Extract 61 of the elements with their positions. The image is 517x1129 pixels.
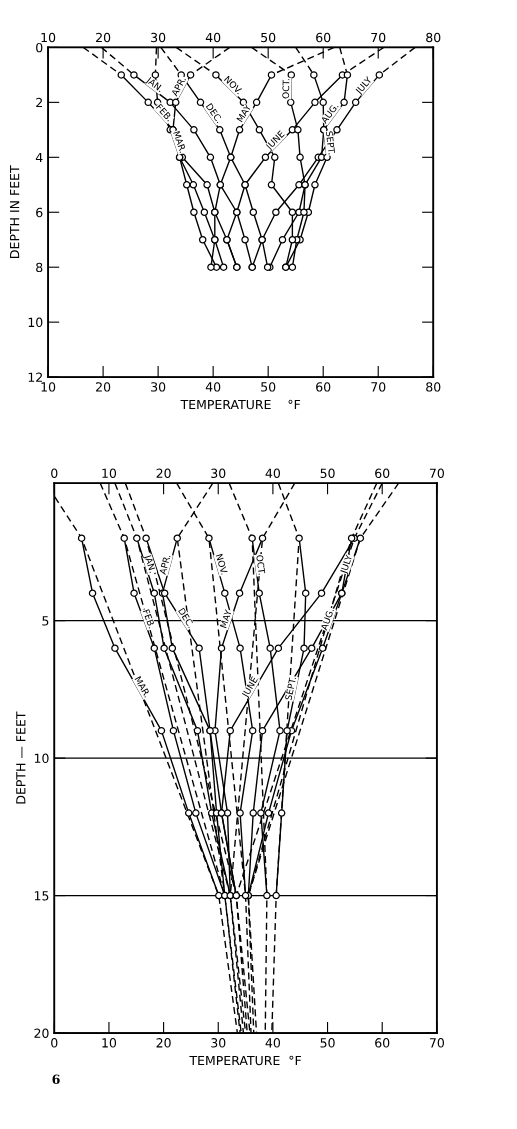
- y-axis-title: DEPTH — FEET: [16, 711, 26, 804]
- text: OCT.: [282, 79, 290, 99]
- text: SEPT.: [284, 676, 297, 701]
- x2-tick-label: 0: [51, 468, 58, 479]
- y-axis-title: DEPTH IN FEET: [10, 165, 20, 258]
- x2-tick-label: 20: [156, 468, 171, 479]
- text: MAR.: [134, 676, 151, 698]
- x-tick-label: 0: [51, 1038, 58, 1048]
- x-tick-label: 20: [156, 1038, 171, 1048]
- x2-tick-label: 50: [261, 32, 276, 43]
- x-tick-label: 30: [151, 382, 166, 392]
- text: APR.: [159, 554, 171, 575]
- y-tick-label: 10: [34, 753, 49, 764]
- x-tick-label: 50: [261, 382, 276, 392]
- y-tick-label: 8: [36, 262, 43, 273]
- text: APR.: [170, 76, 186, 97]
- text: FEB.: [142, 609, 156, 629]
- text: MAY: [219, 609, 232, 629]
- x-tick-label: 50: [320, 1038, 335, 1048]
- x2-tick-label: 30: [151, 32, 166, 43]
- y-tick-label: 4: [35, 152, 43, 163]
- x2-tick-label: 80: [426, 32, 441, 43]
- y-tick-label: 0: [36, 42, 43, 53]
- x-tick-label: 30: [211, 1038, 226, 1048]
- x-tick-label: 80: [426, 382, 441, 392]
- y-tick-label: 6: [36, 207, 43, 218]
- x2-tick-label: 50: [320, 468, 335, 479]
- text: AUG.: [320, 608, 334, 631]
- x-axis-title: TEMPERATURE °F: [189, 1055, 301, 1066]
- x2-tick-label: 20: [96, 32, 111, 43]
- y-tick-label: 5: [42, 616, 49, 626]
- text: JAN.: [142, 553, 157, 574]
- text: MAR.: [173, 130, 187, 153]
- x2-tick-label: 30: [211, 468, 226, 479]
- text: 6: [52, 1074, 60, 1085]
- x-tick-label: 60: [375, 1038, 390, 1048]
- x2-tick-label: 70: [371, 32, 386, 43]
- text: NOV.: [215, 553, 228, 575]
- x-tick-label: 40: [265, 1038, 281, 1048]
- x-tick-label: 60: [316, 382, 331, 392]
- x2-tick-label: 60: [375, 468, 390, 479]
- y-tick-label: 10: [28, 317, 43, 328]
- y-tick-label: 12: [28, 372, 42, 382]
- text: JULY: [339, 554, 354, 575]
- x2-tick-label: 60: [316, 32, 331, 43]
- x-tick-label: 40: [205, 382, 221, 392]
- text: OCT.: [256, 554, 266, 575]
- x-tick-label: 10: [102, 1038, 117, 1048]
- x2-tick-label: 10: [102, 468, 117, 479]
- y-tick-label: 20: [34, 1028, 49, 1038]
- x-tick-label: 20: [96, 382, 111, 392]
- x-axis-title: TEMPERATURE °F: [180, 399, 301, 410]
- x2-tick-label: 40: [205, 32, 221, 43]
- text: SEPT.: [325, 131, 336, 155]
- y-tick-label: 2: [36, 97, 42, 108]
- x-tick-label: 70: [429, 1038, 444, 1048]
- x-tick-label: 70: [371, 382, 386, 392]
- x2-tick-label: 40: [265, 468, 281, 479]
- y-tick-label: 15: [34, 891, 49, 901]
- text: JAN.: [144, 76, 164, 94]
- x2-tick-label: 70: [429, 468, 444, 479]
